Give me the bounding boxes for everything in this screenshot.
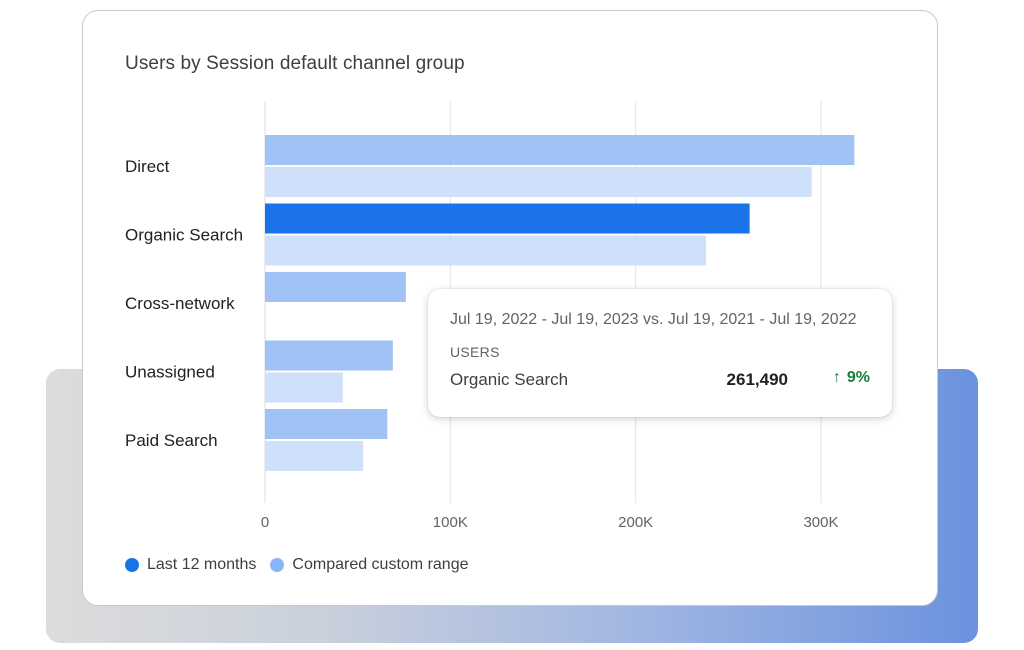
bar bbox=[265, 135, 855, 165]
x-tick-label: 200K bbox=[618, 514, 653, 531]
bar-chart: 0 100K 200K 300K Direct Organic Search Cross-n… bbox=[125, 101, 855, 531]
category-label: Paid Search bbox=[125, 431, 218, 450]
tooltip-change: ↑ 9% bbox=[833, 369, 870, 387]
tooltip-value: 261,490 bbox=[726, 370, 788, 389]
arrow-up-icon: ↑ bbox=[832, 369, 841, 386]
tooltip-date-range: Jul 19, 2022 - Jul 19, 2023 vs. Jul 19, … bbox=[450, 311, 857, 328]
tooltip-change-value: 9% bbox=[846, 369, 870, 386]
category-label: Direct bbox=[125, 157, 170, 176]
x-tick-label: 0 bbox=[261, 514, 269, 531]
bar bbox=[265, 409, 388, 439]
bar bbox=[265, 235, 707, 266]
bar bbox=[265, 272, 406, 302]
bar bbox=[265, 340, 393, 371]
x-tick-label: 300K bbox=[803, 514, 838, 531]
category-label: Unassigned bbox=[125, 363, 215, 382]
category-label: Cross-network bbox=[125, 294, 235, 313]
category-label: Organic Search bbox=[125, 226, 243, 245]
bar bbox=[265, 372, 343, 403]
tooltip-series-name: Organic Search bbox=[450, 370, 569, 389]
legend-item-last-12-months[interactable]: Last 12 months bbox=[125, 556, 256, 574]
chart-title: Users by Session default channel group bbox=[125, 53, 465, 74]
legend-label: Last 12 months bbox=[147, 556, 257, 573]
chart-tooltip: Jul 19, 2022 - Jul 19, 2023 vs. Jul 19, … bbox=[428, 289, 892, 417]
chart-legend: Last 12 months Compared custom range bbox=[125, 556, 483, 574]
x-tick-label: 100K bbox=[433, 514, 468, 531]
bar bbox=[265, 441, 364, 471]
chart-card: Users by Session default channel group 0… bbox=[82, 10, 938, 606]
legend-swatch bbox=[125, 558, 139, 572]
tooltip-metric: USERS bbox=[450, 344, 500, 360]
legend-swatch bbox=[270, 558, 285, 572]
legend-label: Compared custom range bbox=[292, 556, 469, 573]
legend-item-compared-range[interactable]: Compared custom range bbox=[270, 556, 469, 574]
bar bbox=[265, 167, 812, 197]
bar bbox=[265, 203, 750, 234]
